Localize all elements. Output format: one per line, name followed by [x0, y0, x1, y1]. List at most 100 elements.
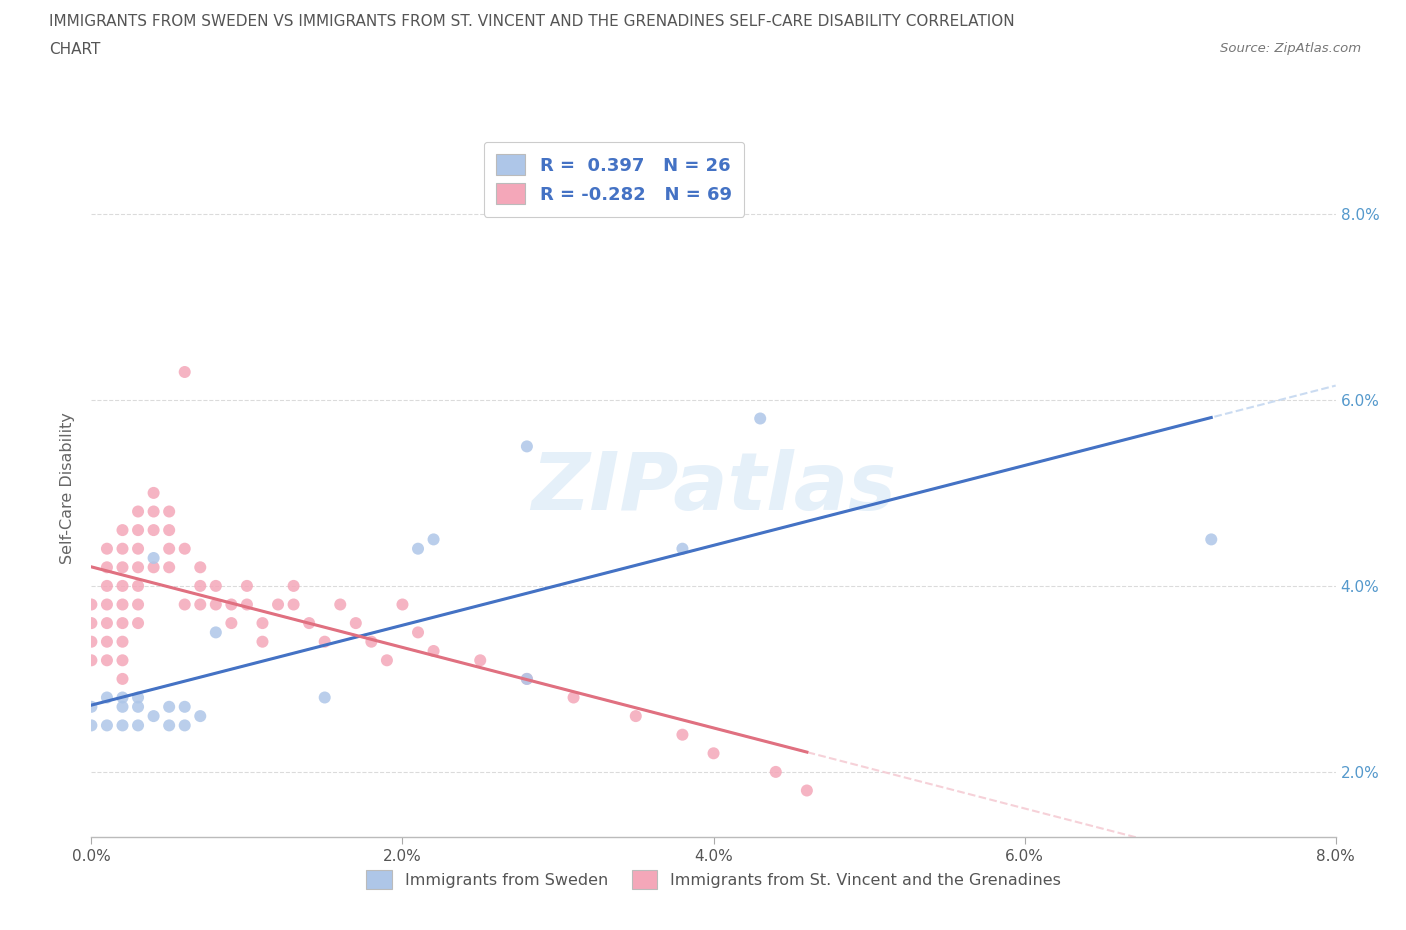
- Point: [314, 634, 336, 649]
- Point: [80, 634, 103, 649]
- Point: [111, 616, 134, 631]
- Point: [111, 597, 134, 612]
- Point: [127, 523, 149, 538]
- Point: [406, 625, 429, 640]
- Point: [562, 690, 585, 705]
- Point: [298, 616, 321, 631]
- Text: CHART: CHART: [49, 42, 101, 57]
- Point: [96, 597, 118, 612]
- Point: [142, 523, 165, 538]
- Point: [157, 523, 180, 538]
- Point: [671, 541, 693, 556]
- Point: [127, 578, 149, 593]
- Point: [173, 541, 195, 556]
- Point: [406, 541, 429, 556]
- Point: [516, 671, 538, 686]
- Point: [205, 597, 228, 612]
- Point: [391, 597, 413, 612]
- Point: [96, 616, 118, 631]
- Point: [111, 578, 134, 593]
- Point: [188, 578, 211, 593]
- Point: [188, 560, 211, 575]
- Y-axis label: Self-Care Disability: Self-Care Disability: [60, 412, 76, 565]
- Text: Source: ZipAtlas.com: Source: ZipAtlas.com: [1220, 42, 1361, 55]
- Point: [127, 699, 149, 714]
- Point: [111, 690, 134, 705]
- Point: [127, 597, 149, 612]
- Point: [749, 411, 772, 426]
- Point: [111, 671, 134, 686]
- Point: [344, 616, 367, 631]
- Point: [80, 653, 103, 668]
- Point: [671, 727, 693, 742]
- Point: [360, 634, 382, 649]
- Point: [422, 644, 444, 658]
- Point: [142, 485, 165, 500]
- Point: [173, 699, 195, 714]
- Point: [96, 560, 118, 575]
- Point: [1201, 532, 1223, 547]
- Point: [111, 699, 134, 714]
- Point: [188, 709, 211, 724]
- Point: [127, 504, 149, 519]
- Point: [96, 541, 118, 556]
- Point: [96, 690, 118, 705]
- Point: [236, 578, 259, 593]
- Point: [314, 690, 336, 705]
- Point: [205, 625, 228, 640]
- Point: [127, 560, 149, 575]
- Point: [205, 578, 228, 593]
- Point: [127, 541, 149, 556]
- Point: [702, 746, 725, 761]
- Point: [96, 653, 118, 668]
- Point: [111, 653, 134, 668]
- Point: [157, 560, 180, 575]
- Point: [96, 718, 118, 733]
- Point: [80, 699, 103, 714]
- Point: [127, 690, 149, 705]
- Point: [329, 597, 352, 612]
- Point: [111, 634, 134, 649]
- Point: [96, 578, 118, 593]
- Point: [173, 718, 195, 733]
- Point: [221, 597, 243, 612]
- Point: [142, 709, 165, 724]
- Point: [173, 597, 195, 612]
- Point: [624, 709, 647, 724]
- Point: [96, 634, 118, 649]
- Point: [765, 764, 787, 779]
- Point: [252, 634, 274, 649]
- Point: [142, 551, 165, 565]
- Point: [283, 597, 305, 612]
- Point: [516, 671, 538, 686]
- Point: [142, 560, 165, 575]
- Point: [127, 616, 149, 631]
- Point: [375, 653, 398, 668]
- Point: [80, 597, 103, 612]
- Point: [111, 718, 134, 733]
- Point: [283, 578, 305, 593]
- Point: [470, 653, 492, 668]
- Point: [796, 783, 818, 798]
- Point: [111, 560, 134, 575]
- Point: [157, 718, 180, 733]
- Point: [157, 699, 180, 714]
- Point: [157, 504, 180, 519]
- Point: [80, 718, 103, 733]
- Legend: Immigrants from Sweden, Immigrants from St. Vincent and the Grenadines: Immigrants from Sweden, Immigrants from …: [360, 864, 1067, 896]
- Point: [188, 597, 211, 612]
- Point: [267, 597, 290, 612]
- Point: [157, 541, 180, 556]
- Point: [516, 439, 538, 454]
- Point: [236, 597, 259, 612]
- Point: [111, 523, 134, 538]
- Point: [111, 541, 134, 556]
- Point: [221, 616, 243, 631]
- Point: [80, 616, 103, 631]
- Point: [422, 532, 444, 547]
- Text: IMMIGRANTS FROM SWEDEN VS IMMIGRANTS FROM ST. VINCENT AND THE GRENADINES SELF-CA: IMMIGRANTS FROM SWEDEN VS IMMIGRANTS FRO…: [49, 14, 1015, 29]
- Point: [127, 718, 149, 733]
- Point: [252, 616, 274, 631]
- Text: ZIPatlas: ZIPatlas: [531, 449, 896, 527]
- Point: [142, 504, 165, 519]
